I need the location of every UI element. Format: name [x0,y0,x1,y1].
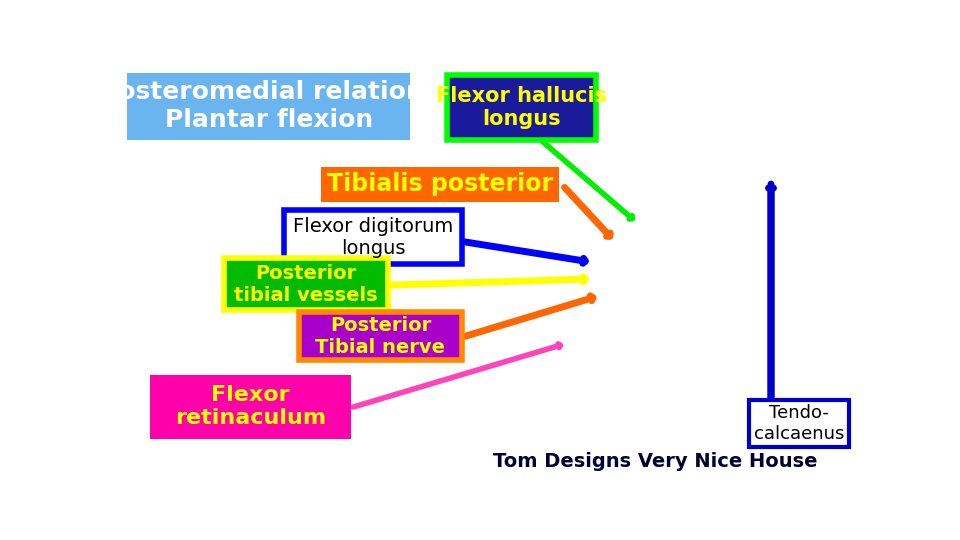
Text: Tom Designs Very Nice House: Tom Designs Very Nice House [493,453,818,471]
FancyBboxPatch shape [447,75,596,140]
FancyBboxPatch shape [150,375,350,439]
Text: Tibialis posterior: Tibialis posterior [326,172,553,197]
FancyBboxPatch shape [128,73,410,140]
Text: Tendo-
calcaenus: Tendo- calcaenus [754,404,844,443]
Text: Posterior
tibial vessels: Posterior tibial vessels [234,264,378,305]
Text: Posterior
Tibial nerve: Posterior Tibial nerve [316,315,445,356]
FancyBboxPatch shape [225,258,388,310]
FancyBboxPatch shape [284,210,462,265]
Text: Posteromedial relations
Plantar flexion: Posteromedial relations Plantar flexion [100,80,438,132]
Text: Flexor
retinaculum: Flexor retinaculum [175,385,325,428]
FancyBboxPatch shape [299,312,462,360]
FancyBboxPatch shape [321,167,559,202]
FancyBboxPatch shape [749,400,849,447]
Text: Flexor digitorum
longus: Flexor digitorum longus [293,217,453,258]
Text: Flexor hallucis
longus: Flexor hallucis longus [436,86,608,129]
